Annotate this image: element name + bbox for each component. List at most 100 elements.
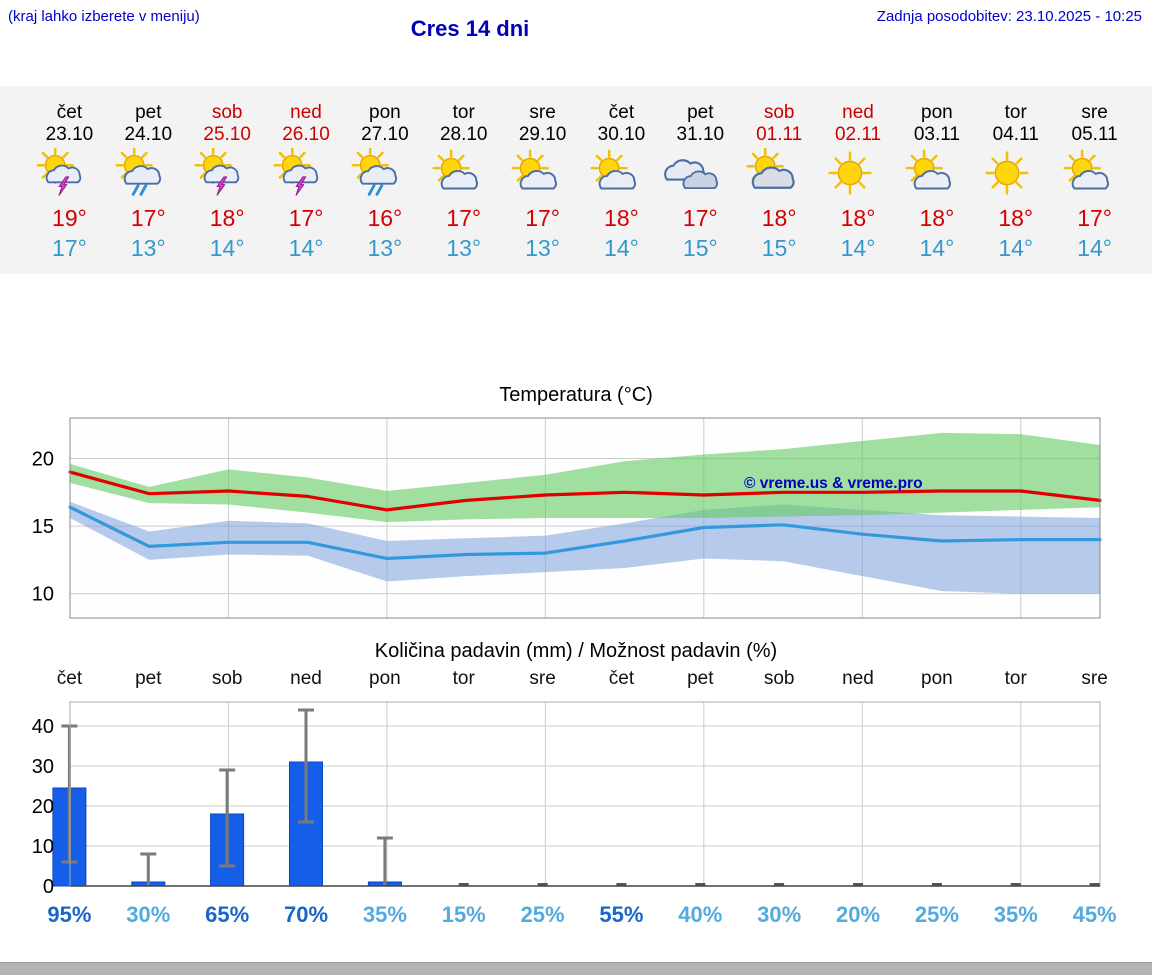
- day-date: 03.11: [913, 124, 960, 145]
- day-date: 26.10: [282, 124, 330, 145]
- low-temp: 13°: [130, 235, 166, 261]
- page-title: Cres 14 dni: [410, 16, 530, 41]
- high-temp: 17°: [525, 205, 560, 231]
- svg-text:30: 30: [32, 756, 54, 778]
- high-temp: 17°: [1077, 205, 1112, 231]
- precip-probability: 30%: [757, 902, 802, 927]
- high-temp: 17°: [288, 205, 324, 231]
- day-column[interactable]: pon 27.10 16° 13°: [345, 102, 424, 262]
- precip-day-label: sre: [1081, 668, 1108, 689]
- low-temp: 13°: [446, 235, 482, 261]
- precip-probability: 20%: [836, 902, 881, 927]
- precip-probability: 25%: [914, 902, 959, 927]
- day-name: sob: [763, 102, 795, 123]
- day-date: 02.11: [834, 124, 882, 145]
- day-name: tor: [1004, 102, 1027, 123]
- day-column[interactable]: pet 31.10 17° 15°: [661, 102, 740, 262]
- high-temp: 18°: [998, 205, 1034, 231]
- day-column[interactable]: čet 30.10 18° 14°: [582, 102, 661, 262]
- sun-cloud-icon: [1055, 148, 1134, 202]
- low-temp: 14°: [209, 235, 245, 261]
- day-date: 04.11: [992, 124, 1039, 145]
- day-column[interactable]: pet 24.10 17° 13°: [109, 102, 188, 262]
- day-name: pet: [687, 102, 714, 123]
- sun-cloud-icon: [897, 148, 976, 202]
- precip-day-label: pet: [135, 668, 162, 689]
- temperature-chart: 10 15 20 © vreme.us & vreme.pro: [32, 417, 1102, 619]
- svg-text:0: 0: [43, 876, 54, 898]
- precip-day-label: čet: [56, 668, 83, 689]
- day-column[interactable]: sob 25.10 18° 14°: [188, 102, 267, 262]
- horizontal-scrollbar[interactable]: [0, 962, 1152, 975]
- high-temp: 17°: [446, 205, 482, 231]
- day-column[interactable]: pon 03.11 18° 14°: [897, 102, 976, 262]
- high-temp: 18°: [840, 205, 876, 231]
- low-temp: 14°: [840, 235, 876, 261]
- low-temp: 14°: [288, 235, 324, 261]
- day-name: sob: [211, 102, 243, 123]
- svg-text:20: 20: [32, 796, 54, 818]
- day-column[interactable]: ned 02.11 18° 14°: [819, 102, 898, 262]
- precip-probability: 15%: [441, 902, 486, 927]
- high-temp: 18°: [209, 205, 245, 231]
- header: (kraj lahko izberete v meniju) Cres 14 d…: [0, 0, 1152, 48]
- precip-day-label: pon: [921, 668, 953, 689]
- day-date: 31.10: [676, 124, 725, 145]
- precip-day-label: tor: [452, 668, 475, 689]
- precip-probability: 70%: [283, 902, 329, 927]
- watermark: © vreme.us & vreme.pro: [744, 475, 923, 492]
- precip-probability: 35%: [362, 902, 407, 927]
- high-temp: 17°: [682, 205, 718, 231]
- low-temp: 13°: [525, 235, 560, 261]
- precip-probability: 30%: [126, 902, 171, 927]
- low-temp: 15°: [682, 235, 718, 261]
- day-name: sre: [529, 102, 556, 123]
- day-name: ned: [842, 102, 874, 123]
- low-temp: 14°: [998, 235, 1034, 261]
- precipitation-chart-title: Količina padavin (mm) / Možnost padavin …: [374, 640, 778, 662]
- precip-day-label: pon: [369, 668, 401, 689]
- sun-cloud-icon: [582, 148, 661, 202]
- day-column[interactable]: ned 26.10 17° 14°: [267, 102, 346, 262]
- day-name: čet: [608, 102, 635, 123]
- precip-day-label: tor: [1004, 668, 1027, 689]
- sun-cloud-thunder-icon: [30, 148, 109, 202]
- high-temp: 18°: [919, 205, 955, 231]
- low-temp: 15°: [761, 235, 797, 261]
- high-temp: 18°: [604, 205, 639, 231]
- day-column[interactable]: sre 05.11 17° 14°: [1055, 102, 1134, 262]
- precip-day-label: čet: [608, 668, 635, 689]
- day-date: 27.10: [361, 124, 409, 145]
- day-column[interactable]: sob 01.11 18° 15°: [740, 102, 819, 262]
- day-date: 25.10: [203, 124, 251, 145]
- day-name: sre: [1081, 102, 1108, 123]
- forecast-strip: čet 23.10 19° 17° pet 24.10 17° 13° sob 25.10 18° 1…: [0, 86, 1152, 274]
- sun-cloud-icon: [503, 148, 582, 202]
- day-column[interactable]: tor 28.10 17° 13°: [424, 102, 503, 262]
- sun-cloud-icon: [424, 148, 503, 202]
- day-date: 01.11: [756, 124, 803, 145]
- precipitation-probabilities: 95% 30% 65% 70% 35% 15% 25% 55% 40% 30% 20% 25% 35% 4…: [0, 898, 1152, 934]
- low-temp: 14°: [1077, 235, 1112, 261]
- precip-day-label: sob: [763, 668, 795, 689]
- precipitation-chart: 0 10 20 30 40: [32, 701, 1101, 898]
- day-date: 23.10: [45, 124, 94, 145]
- day-date: 29.10: [518, 124, 567, 145]
- day-date: 28.10: [439, 124, 488, 145]
- temperature-chart-title: Temperatura (°C): [499, 384, 653, 406]
- low-temp: 17°: [52, 235, 87, 261]
- day-name: pon: [921, 102, 953, 123]
- high-temp: 18°: [761, 205, 797, 231]
- day-name: čet: [56, 102, 83, 123]
- precip-day-label: pet: [687, 668, 714, 689]
- high-temp: 19°: [52, 205, 87, 231]
- day-column[interactable]: čet 23.10 19° 17°: [30, 102, 109, 262]
- day-date: 30.10: [597, 124, 646, 145]
- sun-cloud-thunder-icon: [267, 148, 346, 202]
- precip-probability: 35%: [993, 902, 1038, 927]
- precip-day-label: ned: [842, 668, 874, 689]
- day-column[interactable]: sre 29.10 17° 13°: [503, 102, 582, 262]
- sun-cloud-gray-icon: [740, 148, 819, 202]
- sun-icon: [819, 148, 898, 202]
- day-column[interactable]: tor 04.11 18° 14°: [976, 102, 1055, 262]
